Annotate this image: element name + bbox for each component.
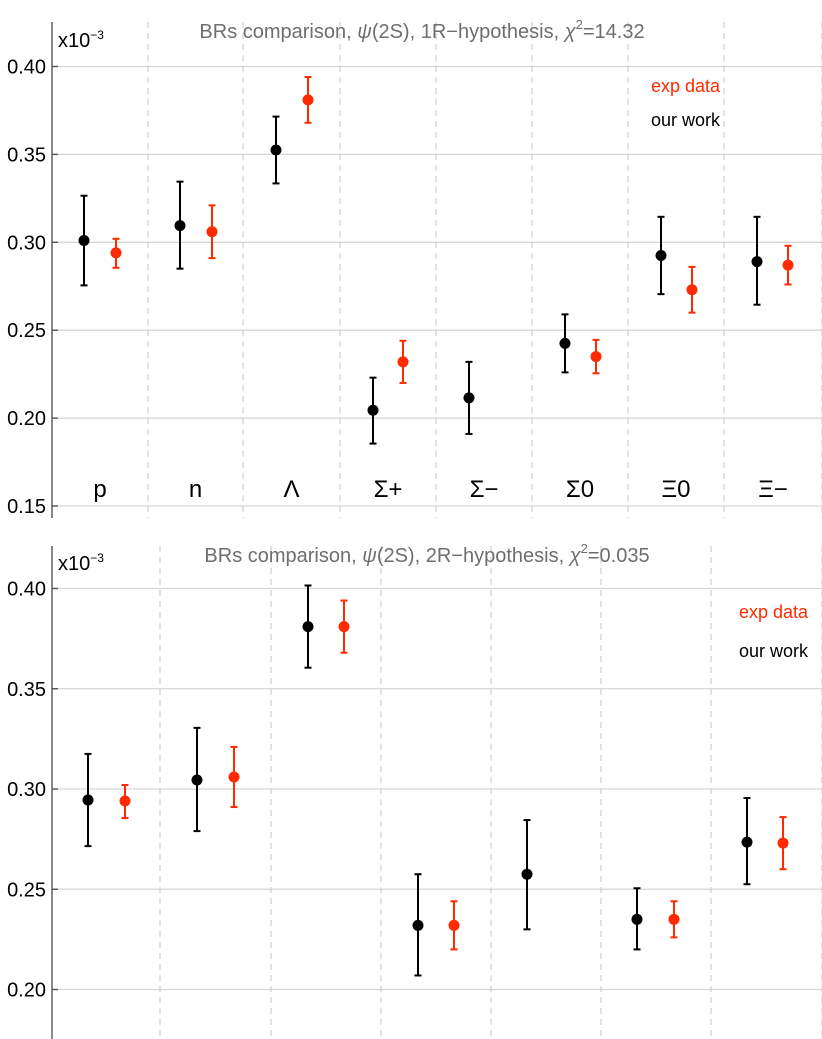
data-marker (110, 247, 122, 259)
data-marker (397, 356, 409, 368)
data-point-exp-Σ+ (397, 339, 409, 384)
data-point-model-Ξ− (741, 797, 753, 886)
data-marker (448, 919, 460, 931)
data-point-model-Λ (302, 584, 314, 669)
data-point-model-n (191, 726, 203, 833)
panel-1-title: BRs comparison, ψ(2S), 1R−hypothesis, χ2… (199, 17, 644, 43)
panel-2-legend-model: our work (739, 641, 809, 661)
y-tick-label: 0.40 (7, 579, 46, 601)
data-point-model-Σ+ (412, 873, 424, 977)
data-point-model-n (174, 180, 186, 270)
data-marker (655, 249, 667, 261)
data-marker (174, 220, 186, 232)
panel-2-title: BRs comparison, ψ(2S), 2R−hypothesis, χ2… (204, 541, 649, 567)
data-marker (741, 836, 753, 848)
data-marker (463, 392, 475, 404)
panel-1-category-dividers (147, 22, 822, 518)
data-marker (668, 913, 680, 925)
panel-1-exponent-label: x10−3 (58, 28, 104, 52)
panel-1-legend-exp: exp data (651, 76, 721, 96)
y-tick-label: 0.15 (7, 496, 46, 518)
data-marker (412, 919, 424, 931)
data-marker (777, 837, 789, 849)
panel-1-gridlines (52, 65, 822, 507)
data-point-exp-Ξ− (782, 244, 794, 286)
y-tick-label: 0.30 (7, 232, 46, 254)
chart-panel-2: BRs comparison, ψ(2S), 2R−hypothesis, χ2… (7, 541, 822, 1039)
data-marker (590, 351, 602, 363)
chart-panel-1: BRs comparison, ψ(2S), 1R−hypothesis, χ2… (7, 17, 822, 518)
y-tick-label: 0.25 (7, 879, 46, 901)
data-point-exp-Λ (338, 599, 350, 654)
data-point-exp-Σ0 (590, 338, 602, 375)
y-tick-label: 0.30 (7, 779, 46, 801)
data-point-exp-Σ0 (668, 900, 680, 939)
data-marker (338, 621, 350, 633)
data-marker (191, 774, 203, 786)
data-marker (367, 404, 379, 416)
data-marker (78, 235, 90, 247)
y-tick-label: 0.20 (7, 408, 46, 430)
data-point-model-Σ− (463, 360, 475, 435)
category-label: Ξ0 (662, 476, 691, 503)
panel-2-y-tick-labels: 0.20 0.25 0.30 0.35 0.40 (7, 579, 46, 1002)
data-marker (302, 94, 314, 106)
category-label: Σ− (470, 476, 499, 503)
y-tick-label: 0.35 (7, 144, 46, 166)
data-point-exp-Λ (302, 76, 314, 124)
data-marker (82, 794, 94, 806)
category-label: Σ0 (566, 476, 594, 503)
data-marker (302, 621, 314, 633)
data-point-exp-n (228, 745, 240, 809)
category-label: n (189, 476, 202, 503)
data-point-model-p (82, 752, 94, 848)
y-tick-label: 0.20 (7, 980, 46, 1002)
data-marker (119, 795, 131, 807)
data-marker (270, 144, 282, 156)
data-point-model-Ξ0 (655, 215, 667, 296)
data-marker (751, 256, 763, 268)
data-point-model-Σ+ (367, 376, 379, 445)
data-marker (686, 284, 698, 296)
data-marker (631, 913, 643, 925)
data-point-exp-p (110, 237, 122, 269)
data-point-model-Σ− (521, 819, 533, 931)
panel-1-data-marks (78, 76, 794, 445)
data-marker (559, 337, 571, 349)
category-label: Ξ− (758, 476, 788, 503)
data-marker (521, 868, 533, 880)
panel-2-exponent-label: x10−3 (58, 551, 104, 575)
data-point-exp-p (119, 783, 131, 820)
data-point-model-Σ0 (631, 887, 643, 951)
panel-2-gridlines (52, 587, 822, 991)
y-tick-label: 0.25 (7, 320, 46, 342)
panel-2-data-marks (82, 584, 789, 977)
panel-2-category-dividers (159, 546, 822, 1039)
panel-2-legend-exp: exp data (739, 602, 809, 622)
data-point-model-Ξ− (751, 215, 763, 306)
data-point-exp-Ξ− (777, 816, 789, 871)
data-point-model-p (78, 194, 90, 287)
panel-1-category-labels: p n Λ Σ+ Σ− Σ0 Ξ0 Ξ− (93, 476, 787, 503)
data-marker (782, 259, 794, 271)
y-tick-label: 0.40 (7, 57, 46, 79)
category-label: p (93, 476, 106, 503)
data-point-exp-n (206, 204, 218, 260)
data-point-model-Λ (270, 115, 282, 185)
category-label: Σ+ (374, 476, 403, 503)
y-tick-label: 0.35 (7, 679, 46, 701)
panel-1-y-tick-labels: 0.15 0.20 0.25 0.30 0.35 0.40 (7, 57, 46, 519)
data-marker (228, 771, 240, 783)
data-marker (206, 226, 218, 238)
data-point-exp-Σ+ (448, 900, 460, 951)
data-point-exp-Ξ0 (686, 265, 698, 314)
data-point-model-Σ0 (559, 313, 571, 374)
panel-1-legend-model: our work (651, 110, 721, 130)
category-label: Λ (283, 476, 299, 503)
